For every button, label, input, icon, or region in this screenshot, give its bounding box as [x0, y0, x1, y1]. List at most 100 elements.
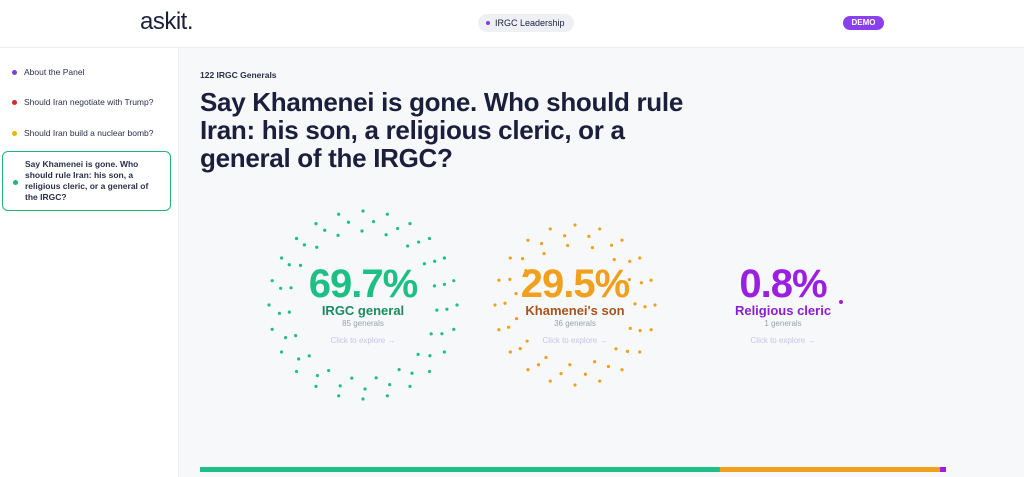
count: 85 generals	[342, 319, 384, 328]
header: askit. IRGC Leadership DEMO	[0, 0, 1024, 48]
ring-dot	[508, 277, 512, 281]
ring-dot	[542, 252, 546, 256]
ring-dot	[518, 347, 522, 351]
ring-dot	[455, 303, 459, 307]
ring-dot	[360, 229, 364, 233]
ring-dot	[429, 332, 433, 336]
nav-item[interactable]: Should Iran negotiate with Trump?	[2, 97, 171, 107]
explore-link[interactable]: Click to explore →	[751, 336, 816, 345]
ring-dot	[620, 368, 624, 372]
ring-dot	[649, 278, 653, 282]
ring-dot	[442, 350, 447, 354]
ring-dot	[598, 379, 602, 383]
ring-dot	[302, 243, 306, 247]
ring-dot	[548, 227, 552, 231]
ring-dot	[526, 238, 530, 242]
ring-dot	[514, 316, 519, 321]
ring-dot	[336, 233, 340, 237]
panel-label: 122 IRGC Generals	[200, 70, 277, 80]
ring-dot	[628, 326, 632, 330]
ring-dot	[442, 282, 447, 286]
explore-link[interactable]: Click to explore →	[543, 336, 608, 345]
ring-dot	[337, 212, 341, 216]
ring-dot	[593, 360, 597, 364]
ring-dot	[294, 369, 299, 374]
sidebar: About the Panel Should Iran negotiate wit…	[0, 48, 179, 477]
ring-dot	[323, 228, 327, 232]
nav-dot	[12, 100, 17, 105]
ring-dot	[507, 325, 511, 329]
ring-dot	[563, 234, 567, 238]
ring-dot	[638, 329, 642, 333]
logo[interactable]: askit.	[140, 8, 194, 35]
ring-dot	[432, 284, 437, 288]
ring-dot	[314, 384, 318, 389]
count: 36 generals	[554, 319, 596, 328]
share-bar	[200, 467, 720, 472]
ring-dot	[385, 212, 389, 216]
ring-dot	[639, 281, 643, 285]
ring-dot	[440, 332, 444, 336]
ring-dot	[287, 263, 291, 267]
explore-link[interactable]: Click to explore →	[331, 336, 396, 345]
ring-dot	[279, 350, 284, 354]
ring-dot	[606, 364, 611, 369]
percent: 29.5%	[521, 262, 630, 306]
ring-dot	[416, 352, 420, 356]
ring-dot	[526, 368, 530, 372]
demo-badge: DEMO	[843, 16, 884, 30]
ring-dot	[568, 363, 572, 367]
ring-dot	[620, 238, 624, 242]
ring-dot	[388, 383, 392, 387]
ring-dot	[279, 286, 283, 290]
ring-dot	[417, 240, 421, 244]
ring-dot	[433, 259, 437, 263]
ring-dot	[279, 256, 284, 260]
nav-label: Should Iran build a nuclear bomb?	[24, 128, 154, 138]
ring-dot	[625, 349, 630, 353]
ring-dot	[427, 236, 432, 241]
nav-label: Should Iran negotiate with Trump?	[24, 97, 154, 107]
ring-dot	[633, 302, 637, 306]
ring-dot	[277, 311, 282, 315]
ring-dot	[839, 300, 843, 304]
nav-item[interactable]: About the Panel	[2, 67, 171, 77]
ring-dot	[270, 327, 274, 331]
ring-dot	[493, 303, 497, 307]
nav-item[interactable]: Say Khamenei is gone. Who should rule Ir…	[2, 151, 171, 211]
ring-dot	[337, 394, 341, 398]
ring-dot	[442, 256, 447, 260]
nav-item[interactable]: Should Iran build a nuclear bomb?	[2, 128, 171, 138]
ring-dot	[544, 355, 548, 360]
nav-dot	[13, 180, 18, 185]
ring-dot	[445, 307, 449, 311]
ring-dot	[524, 269, 528, 273]
ring-dot	[374, 376, 378, 380]
ring-dot	[427, 369, 432, 374]
ring-dot	[612, 258, 616, 262]
ring-dot	[525, 339, 529, 343]
ring-dot	[627, 277, 631, 282]
ring-dot	[638, 350, 642, 354]
share-bar	[719, 467, 941, 472]
ring-dot	[649, 328, 653, 332]
ring-dot	[406, 244, 410, 248]
ring-dot	[609, 243, 614, 247]
percent: 69.7%	[309, 262, 418, 306]
ring-dot	[566, 243, 570, 248]
ring-dot	[410, 371, 414, 375]
ring-dot	[587, 234, 591, 238]
ring-dot	[508, 350, 512, 354]
nav-label: Say Khamenei is gone. Who should rule Ir…	[25, 159, 149, 202]
option-label: Khamenei's son	[525, 303, 624, 318]
ring-dot	[653, 303, 657, 307]
ring-dot	[294, 334, 298, 338]
ring-dot	[287, 310, 291, 314]
ring-dot	[270, 279, 274, 283]
ring-dot	[307, 354, 311, 358]
ring-dot	[338, 384, 342, 388]
ring-dot	[327, 368, 331, 373]
ring-dot	[267, 303, 271, 307]
ring-dot	[435, 308, 439, 312]
